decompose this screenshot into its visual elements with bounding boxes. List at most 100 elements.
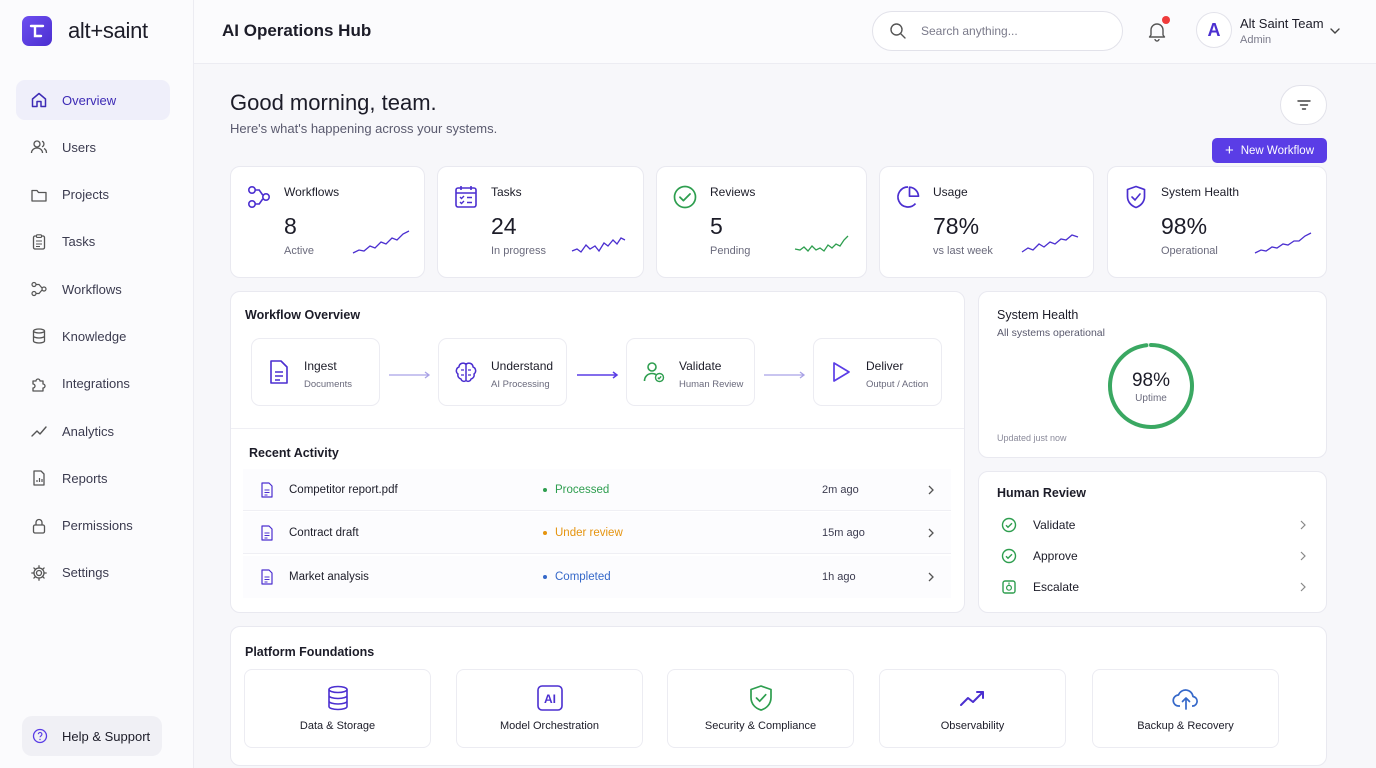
brand-logo[interactable]: alt+saint [22, 16, 148, 46]
sidebar-item-label: Tasks [62, 234, 96, 250]
sidebar-item-label: Users [62, 139, 96, 155]
stat-label: System Health [1161, 185, 1240, 199]
stat-card-system-health[interactable]: System Health 98% Operational [1107, 166, 1327, 278]
search-box[interactable] [872, 11, 1123, 51]
chevron-right-icon [1300, 582, 1306, 592]
chevron-right-icon[interactable] [925, 484, 937, 496]
workflow-step-ingest[interactable]: Ingest Documents [251, 338, 380, 406]
review-item-label: Validate [1033, 518, 1076, 532]
sidebar-item-label: Analytics [62, 423, 115, 439]
trend-icon [959, 691, 984, 706]
check-circle-icon [1001, 517, 1017, 533]
system-health-panel: System Health All systems operational 98… [978, 291, 1327, 458]
activity-name: Competitor report.pdf [289, 484, 398, 496]
workflow-step-deliver[interactable]: Deliver Output / Action [813, 338, 942, 406]
arrow-right-icon [577, 371, 619, 379]
stat-card-workflows[interactable]: Workflows 8 Active [230, 166, 425, 278]
activity-row[interactable]: Contract draft Under review 15m ago [243, 512, 951, 554]
shield-icon [1126, 185, 1146, 209]
stat-card-usage[interactable]: Usage 78% vs last week [879, 166, 1094, 278]
sidebar-item-settings[interactable]: Settings [16, 553, 170, 593]
status-text: Under review [555, 527, 623, 539]
chevron-down-icon[interactable] [1328, 24, 1342, 38]
ai-chip-icon: AI [536, 685, 563, 711]
stat-label: Tasks [491, 185, 522, 199]
help-support-button[interactable]: Help & Support [22, 716, 162, 756]
topbar: AI Operations Hub A Alt Saint Team Admin [194, 0, 1376, 64]
sidebar-item-analytics[interactable]: Analytics [16, 411, 170, 451]
platform-foundations-panel: Platform Foundations Data & Storage AI M… [230, 626, 1327, 766]
stat-sub: In progress [491, 245, 547, 257]
chevron-right-icon[interactable] [925, 571, 937, 583]
puzzle-icon [32, 378, 46, 392]
workflow-step-understand[interactable]: Understand AI Processing [438, 338, 567, 406]
user-name[interactable]: Alt Saint Team [1240, 16, 1324, 31]
section-title: System Health [997, 308, 1079, 322]
arrow-right-icon [764, 371, 806, 379]
section-title: Platform Foundations [245, 645, 375, 659]
activity-row[interactable]: Competitor report.pdf Processed 2m ago [243, 469, 951, 511]
review-item-escalate[interactable]: Escalate [1001, 578, 1309, 596]
bell-icon[interactable] [1146, 20, 1168, 42]
step-desc: Human Review [679, 379, 744, 390]
filter-button[interactable] [1280, 85, 1327, 125]
activity-row[interactable]: Market analysis Completed 1h ago [243, 556, 951, 598]
sidebar-item-projects[interactable]: Projects [16, 175, 170, 215]
sidebar-nav: Overview Users Projects Tasks Workflows … [16, 80, 170, 600]
sidebar-item-label: Integrations [62, 376, 130, 392]
platform-item-label: Security & Compliance [704, 720, 817, 732]
new-workflow-button[interactable]: + New Workflow [1212, 138, 1327, 163]
arrow-right-icon [389, 371, 431, 379]
section-title: Workflow Overview [245, 308, 361, 322]
review-item-approve[interactable]: Approve [1001, 547, 1309, 565]
review-item-validate[interactable]: Validate [1001, 516, 1309, 534]
filter-icon [1296, 100, 1311, 110]
sidebar-item-label: Settings [62, 565, 109, 581]
workflow-step-validate[interactable]: Validate Human Review [626, 338, 755, 406]
check-circle-icon [1001, 548, 1017, 564]
stat-card-tasks[interactable]: Tasks 24 In progress [437, 166, 644, 278]
stat-card-reviews[interactable]: Reviews 5 Pending [656, 166, 867, 278]
status-text: Processed [555, 484, 610, 496]
sidebar-item-permissions[interactable]: Permissions [16, 506, 170, 546]
platform-item-model-orchestration[interactable]: AI Model Orchestration [456, 669, 643, 748]
platform-item-backup-recovery[interactable]: Backup & Recovery [1092, 669, 1279, 748]
logo-mark-icon [22, 16, 52, 46]
plus-icon: + [1224, 142, 1234, 159]
search-input[interactable] [921, 24, 1101, 38]
avatar[interactable]: A [1196, 12, 1232, 48]
platform-item-label: Model Orchestration [499, 720, 600, 732]
sparkline [1254, 232, 1312, 254]
step-desc: Documents [304, 379, 353, 390]
sidebar-item-tasks[interactable]: Tasks [16, 222, 170, 262]
sidebar-item-workflows[interactable]: Workflows [16, 269, 170, 309]
platform-item-label: Observability [940, 720, 1005, 732]
platform-item-security-compliance[interactable]: Security & Compliance [667, 669, 854, 748]
section-title: Human Review [997, 486, 1086, 500]
checklist-icon [455, 186, 477, 208]
workflow-overview-panel: Workflow Overview Ingest Documents Under… [230, 291, 965, 613]
sidebar-item-integrations[interactable]: Integrations [16, 364, 170, 404]
stat-label: Reviews [710, 185, 756, 199]
document-icon [261, 525, 273, 541]
sidebar-item-knowledge[interactable]: Knowledge [16, 316, 170, 356]
platform-item-observability[interactable]: Observability [879, 669, 1066, 748]
platform-item-label: Backup & Recovery [1137, 720, 1234, 732]
updated-text: Updated just now [997, 433, 1067, 443]
sidebar-item-label: Workflows [62, 281, 122, 297]
platform-item-data-storage[interactable]: Data & Storage [244, 669, 431, 748]
sidebar-item-users[interactable]: Users [16, 127, 170, 167]
sidebar-item-reports[interactable]: Reports [16, 458, 170, 498]
step-desc: AI Processing [491, 379, 550, 390]
brand-name: alt+saint [68, 18, 148, 43]
sidebar-item-overview[interactable]: Overview [16, 80, 170, 120]
activity-time: 1h ago [822, 571, 856, 583]
document-icon [261, 482, 273, 498]
chevron-right-icon[interactable] [925, 527, 937, 539]
system-health-subtitle: All systems operational [997, 327, 1105, 339]
greeting-subtitle: Here's what's happening across your syst… [230, 121, 498, 136]
step-name: Understand [491, 359, 554, 373]
stat-value: 8 [284, 213, 297, 239]
chevron-right-icon [1300, 520, 1306, 530]
document-icon [264, 354, 294, 390]
